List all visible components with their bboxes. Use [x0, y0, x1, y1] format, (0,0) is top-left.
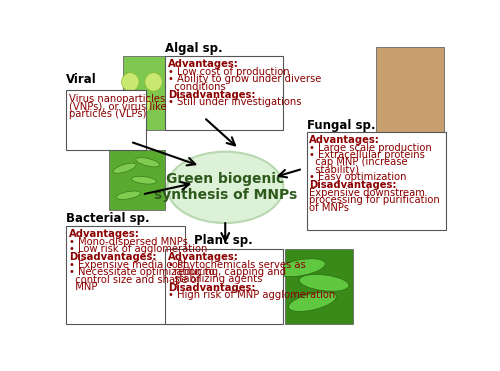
FancyBboxPatch shape [66, 90, 146, 150]
FancyBboxPatch shape [165, 249, 284, 325]
Text: • Expensive media cost: • Expensive media cost [69, 260, 187, 270]
FancyBboxPatch shape [109, 150, 165, 210]
Ellipse shape [167, 152, 284, 223]
Ellipse shape [288, 292, 337, 312]
Text: stability): stability) [310, 165, 360, 175]
Ellipse shape [113, 163, 136, 173]
Text: reducing, capping and: reducing, capping and [168, 267, 286, 277]
Text: processing for purification: processing for purification [310, 196, 440, 206]
Text: • Phytochemicals serves as: • Phytochemicals serves as [168, 260, 306, 270]
Text: (VNPs), or virus like: (VNPs), or virus like [69, 101, 166, 111]
Text: Disadvantages:: Disadvantages: [310, 181, 397, 190]
FancyBboxPatch shape [376, 47, 444, 132]
Ellipse shape [126, 114, 143, 132]
Text: MNP: MNP [69, 282, 98, 292]
Text: stabilizing agents: stabilizing agents [168, 275, 262, 285]
Text: Bacterial sp.: Bacterial sp. [66, 212, 150, 225]
Text: particles (VLPs): particles (VLPs) [69, 108, 146, 118]
Text: Expensive downstream: Expensive downstream [310, 188, 425, 198]
Ellipse shape [136, 158, 160, 167]
Text: • Large scale production: • Large scale production [310, 142, 432, 152]
Text: Disadvantages:: Disadvantages: [168, 283, 256, 293]
Text: Algal sp.: Algal sp. [165, 42, 223, 55]
Text: cap MNP (increase: cap MNP (increase [310, 157, 408, 167]
Text: Advantages:: Advantages: [168, 59, 239, 69]
Text: control size and shape of: control size and shape of [69, 275, 200, 285]
FancyBboxPatch shape [122, 56, 165, 130]
Text: of MNPs: of MNPs [310, 203, 350, 213]
Ellipse shape [299, 275, 349, 291]
Text: Advantages:: Advantages: [69, 229, 140, 239]
Text: conditions: conditions [168, 82, 226, 92]
Ellipse shape [122, 73, 139, 91]
Text: Virus nanoparticles: Virus nanoparticles [69, 93, 166, 104]
Ellipse shape [145, 73, 162, 91]
Text: • Still under investigations: • Still under investigations [168, 97, 302, 107]
FancyBboxPatch shape [286, 249, 353, 325]
Text: Green biogenic
synthesis of MNPs: Green biogenic synthesis of MNPs [154, 172, 297, 203]
Ellipse shape [133, 95, 150, 114]
Text: • High risk of MNP agglomeration: • High risk of MNP agglomeration [168, 290, 335, 300]
Text: Fungal sp.: Fungal sp. [306, 119, 375, 132]
Ellipse shape [276, 259, 326, 277]
Text: • Necessitate optimization to: • Necessitate optimization to [69, 267, 214, 278]
Text: Viral: Viral [66, 73, 97, 86]
Text: • Ability to grow under diverse: • Ability to grow under diverse [168, 74, 322, 84]
Text: Advantages:: Advantages: [168, 252, 239, 262]
Text: Disadvantages:: Disadvantages: [69, 253, 156, 263]
Text: Disadvantages:: Disadvantages: [168, 90, 256, 100]
Text: • Low risk of agglomeration: • Low risk of agglomeration [69, 244, 207, 254]
Text: • Low cost of production: • Low cost of production [168, 67, 290, 77]
Text: • Easy optimization: • Easy optimization [310, 172, 407, 182]
Text: Advantages:: Advantages: [310, 135, 380, 145]
FancyBboxPatch shape [306, 132, 446, 230]
FancyBboxPatch shape [165, 56, 284, 130]
Text: • Extracellular proteins: • Extracellular proteins [310, 150, 425, 160]
Text: • Mono-dispersed MNPs: • Mono-dispersed MNPs [69, 237, 188, 247]
FancyBboxPatch shape [66, 226, 184, 325]
Ellipse shape [116, 191, 140, 200]
Ellipse shape [132, 176, 156, 184]
Text: Plant sp.: Plant sp. [194, 234, 253, 247]
